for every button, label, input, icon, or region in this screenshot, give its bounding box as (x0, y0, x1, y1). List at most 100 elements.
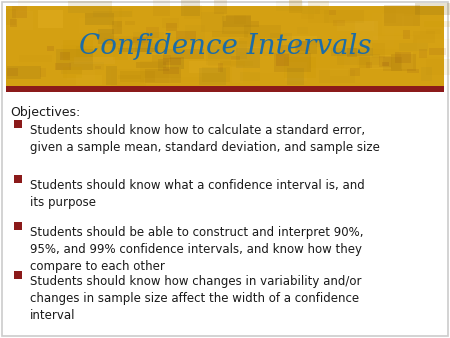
Bar (337, 21, 374, 31)
Bar (238, 44, 271, 52)
Bar (152, 55, 171, 62)
Bar (369, 55, 391, 69)
Bar (373, 36, 414, 40)
Bar (407, 69, 418, 73)
Bar (7, 69, 18, 76)
Bar (10, 19, 17, 27)
Bar (181, 0, 200, 16)
Bar (279, 45, 289, 52)
Bar (79, 18, 117, 33)
Bar (61, 70, 82, 74)
Bar (385, 28, 394, 47)
Bar (12, 6, 27, 18)
Bar (270, 33, 292, 40)
Bar (287, 68, 304, 85)
Bar (421, 67, 432, 81)
Bar (185, 25, 206, 43)
Bar (40, 68, 46, 77)
Text: Students should be able to construct and interpret 90%,
95%, and 99% confidence : Students should be able to construct and… (30, 226, 364, 273)
Bar (158, 59, 169, 72)
Bar (170, 57, 184, 69)
Bar (14, 222, 22, 230)
Bar (284, 57, 316, 78)
Bar (38, 10, 63, 27)
Bar (171, 77, 206, 82)
Bar (282, 36, 318, 41)
Bar (6, 86, 444, 92)
Bar (208, 61, 253, 66)
Bar (240, 72, 261, 81)
Bar (417, 40, 450, 56)
Bar (108, 8, 122, 27)
Bar (61, 45, 87, 57)
Bar (111, 69, 146, 86)
Bar (74, 57, 115, 64)
Bar (118, 75, 141, 79)
Bar (239, 38, 266, 47)
Bar (68, 1, 112, 13)
Bar (379, 55, 391, 67)
Bar (357, 49, 400, 68)
Bar (133, 32, 164, 48)
Bar (106, 66, 117, 85)
Bar (56, 49, 93, 70)
Bar (6, 9, 16, 25)
Bar (226, 15, 252, 21)
Bar (202, 67, 230, 82)
Bar (222, 17, 252, 34)
Bar (146, 27, 159, 39)
Bar (110, 36, 153, 49)
Bar (276, 54, 289, 66)
Bar (276, 1, 303, 11)
Bar (399, 43, 428, 51)
Bar (330, 69, 348, 76)
Bar (118, 48, 158, 52)
Bar (67, 70, 95, 80)
Bar (47, 46, 54, 51)
Bar (69, 62, 104, 70)
Bar (419, 49, 427, 58)
Text: Students should know how changes in variability and/or
changes in sample size af: Students should know how changes in vari… (30, 275, 361, 322)
Bar (297, 27, 308, 33)
Bar (223, 62, 245, 67)
Bar (163, 58, 181, 65)
Bar (424, 21, 450, 27)
Bar (263, 42, 284, 56)
Bar (285, 62, 306, 81)
Bar (153, 0, 171, 16)
Bar (309, 46, 344, 68)
Bar (112, 21, 122, 34)
Bar (135, 44, 166, 52)
Bar (372, 13, 404, 33)
Bar (206, 45, 231, 65)
Bar (184, 5, 202, 19)
Bar (231, 55, 240, 59)
Bar (76, 46, 119, 57)
Bar (159, 41, 174, 55)
Bar (104, 39, 145, 45)
Bar (382, 63, 389, 66)
Bar (274, 53, 311, 72)
Bar (250, 54, 287, 73)
Bar (7, 66, 41, 79)
Bar (308, 1, 329, 23)
Text: Objectives:: Objectives: (10, 106, 80, 119)
Bar (18, 0, 30, 12)
Bar (98, 29, 114, 44)
Bar (392, 54, 416, 71)
Bar (163, 49, 204, 59)
Bar (119, 8, 133, 18)
Bar (94, 11, 132, 17)
Bar (372, 43, 385, 58)
Bar (9, 11, 33, 30)
Bar (296, 41, 310, 51)
Bar (337, 54, 380, 65)
Bar (236, 48, 260, 68)
Bar (395, 52, 411, 63)
Bar (120, 71, 155, 82)
Bar (414, 31, 435, 43)
Text: Students should know how to calculate a standard error,
given a sample mean, sta: Students should know how to calculate a … (30, 124, 380, 154)
Bar (331, 48, 374, 56)
Bar (208, 41, 248, 58)
Bar (234, 15, 246, 24)
